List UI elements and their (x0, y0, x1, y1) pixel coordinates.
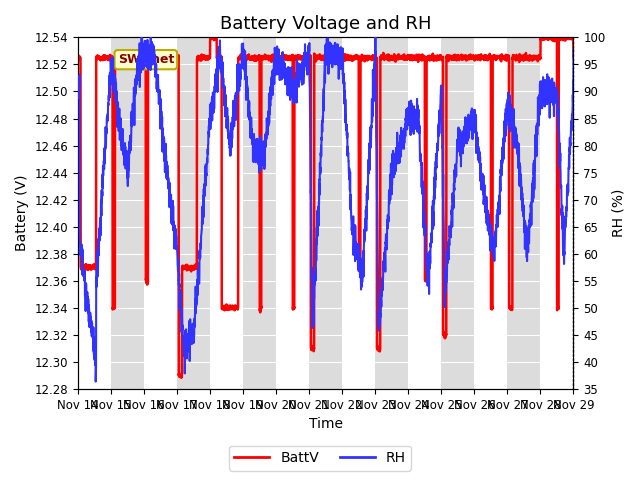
X-axis label: Time: Time (308, 418, 343, 432)
Bar (474, 37, 508, 389)
Bar (540, 37, 573, 389)
Bar (375, 37, 408, 389)
Bar (442, 37, 474, 389)
Bar (508, 37, 540, 389)
Bar (342, 37, 375, 389)
Text: SW_met: SW_met (118, 53, 174, 66)
Title: Battery Voltage and RH: Battery Voltage and RH (220, 15, 431, 33)
Bar (243, 37, 276, 389)
Legend: BattV, RH: BattV, RH (229, 445, 411, 471)
Bar (276, 37, 309, 389)
Bar (144, 37, 177, 389)
Bar (210, 37, 243, 389)
Bar (408, 37, 442, 389)
Bar (78, 37, 111, 389)
Bar (177, 37, 210, 389)
Bar (309, 37, 342, 389)
Y-axis label: Battery (V): Battery (V) (15, 175, 29, 252)
Y-axis label: RH (%): RH (%) (611, 189, 625, 238)
Bar (111, 37, 144, 389)
